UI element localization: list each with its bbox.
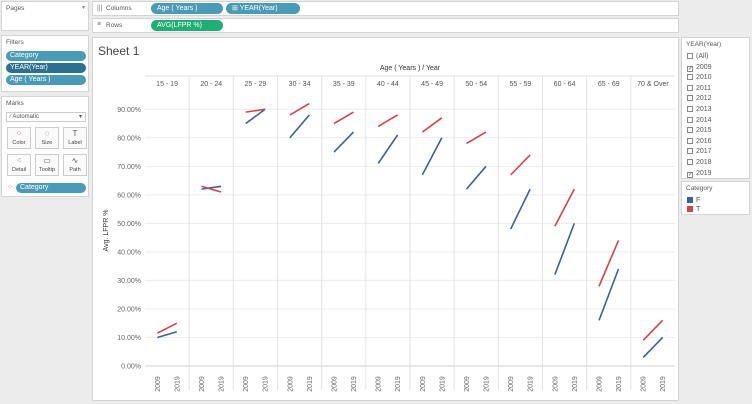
- marks-panel: Marks ∕ Automatic ▾ ⁘ Color ◌ Size T Label …: [1, 96, 89, 197]
- checkbox-icon[interactable]: [687, 84, 693, 91]
- mark-button-label: Tooltip: [39, 167, 55, 173]
- checkbox-icon[interactable]: [687, 106, 693, 112]
- year-filter-item-label: 2015: [696, 127, 712, 135]
- mark-button-size[interactable]: ◌ Size: [35, 127, 59, 149]
- legend-swatch: [687, 206, 693, 212]
- rows-icon: ≡: [97, 21, 102, 28]
- rows-shelf[interactable]: ≡ Rows: [92, 18, 679, 33]
- mark-button-label: Detail: [11, 167, 27, 173]
- year-filter-item-label: 2011: [696, 84, 712, 92]
- filters-panel: Filters Category YEAR(Year) Age ( Years …: [1, 35, 89, 92]
- year-filter-item-label: 2010: [696, 74, 712, 82]
- path-icon: ∿: [71, 156, 79, 165]
- checkbox-icon[interactable]: [687, 116, 693, 123]
- year-filter-item-label: (All): [696, 53, 709, 60]
- mark-button-tooltip[interactable]: ▭ Tooltip: [35, 154, 59, 176]
- mark-button-detail[interactable]: ⁖ Detail: [7, 154, 31, 176]
- year-filter-item[interactable]: 2016: [687, 137, 712, 145]
- mark-type-value: Automatic: [12, 114, 40, 120]
- legend-item[interactable]: T: [687, 206, 700, 213]
- year-filter-item[interactable]: 2013: [687, 106, 712, 113]
- color-icon: ⁘: [15, 129, 23, 138]
- filter-pill-category[interactable]: Category: [6, 51, 86, 61]
- rows-pill-lfpr[interactable]: AVG(LFPR %): [151, 20, 223, 31]
- mark-button-label: Path: [69, 167, 81, 173]
- year-filter-item[interactable]: 2018: [687, 159, 712, 166]
- mark-button-path[interactable]: ∿ Path: [63, 154, 87, 176]
- mark-type-select[interactable]: ∕ Automatic ▾: [6, 112, 86, 122]
- year-filter-item[interactable]: 2010: [687, 74, 712, 81]
- rows-label: Rows: [106, 22, 123, 29]
- pages-panel: Pages ▾: [1, 1, 89, 31]
- year-filter-item-label: 2014: [696, 116, 712, 124]
- filter-pill-age[interactable]: Age ( Years ): [6, 75, 86, 85]
- mark-button-color[interactable]: ⁘ Color: [7, 127, 31, 149]
- checkbox-icon[interactable]: [687, 95, 693, 102]
- marks-title: Marks: [6, 100, 24, 107]
- checkbox-icon[interactable]: [687, 74, 693, 81]
- year-filter-card: YEAR(Year) (All) ✓ 2009 2010 2011 2012 2013 201…: [681, 37, 750, 179]
- mark-button-label: Label: [68, 140, 82, 146]
- mark-button-label: Size: [41, 140, 53, 146]
- sheet-view: [92, 37, 679, 401]
- sheet-title: Sheet 1: [98, 44, 140, 58]
- year-filter-item[interactable]: 2015: [687, 127, 712, 134]
- legend-item-label: T: [696, 206, 701, 213]
- date-calendar-icon: ⊞: [232, 5, 240, 12]
- color-encoding-icon: ⁘: [7, 184, 13, 191]
- year-filter-item[interactable]: (All): [687, 53, 708, 60]
- mark-button-label[interactable]: T Label: [63, 127, 87, 149]
- year-filter-item[interactable]: ✓ 2019: [687, 170, 712, 178]
- year-filter-item-label: 2016: [696, 137, 712, 145]
- year-filter-item-label: 2009: [696, 63, 712, 71]
- detail-icon: ⁖: [16, 156, 22, 165]
- chevron-down-icon: ▾: [78, 114, 82, 120]
- size-icon: ◌: [44, 129, 50, 138]
- year-filter-item[interactable]: 2014: [687, 116, 712, 124]
- columns-pill-year-label: YEAR(Year): [239, 5, 278, 12]
- checkbox-icon[interactable]: [687, 148, 693, 155]
- columns-icon: |||: [97, 5, 103, 12]
- year-filter-item[interactable]: 2012: [687, 95, 712, 102]
- checkbox-icon[interactable]: [687, 137, 693, 144]
- line-mark-icon: ∕: [10, 114, 13, 120]
- pages-title: Pages: [6, 5, 25, 12]
- year-filter-item-label: 2013: [696, 106, 712, 113]
- columns-label: Columns: [106, 5, 132, 12]
- year-filter-item[interactable]: 2017: [687, 148, 712, 155]
- year-filter-item-label: 2018: [696, 159, 712, 166]
- columns-pill-age[interactable]: Age ( Years ): [151, 3, 223, 14]
- columns-pill-year[interactable]: ⊞ YEAR(Year): [226, 3, 300, 14]
- year-filter-item-label: 2019: [696, 169, 712, 177]
- year-filter-title: YEAR(Year): [686, 41, 722, 48]
- legend-item[interactable]: F: [687, 197, 700, 204]
- legend-swatch: [687, 197, 693, 203]
- checkbox-icon[interactable]: [687, 53, 693, 59]
- year-filter-item[interactable]: 2011: [687, 84, 712, 92]
- legend-item-label: F: [696, 197, 701, 204]
- filters-title: Filters: [6, 39, 24, 46]
- panel-menu-icon[interactable]: ▾: [81, 5, 85, 11]
- checkbox-icon[interactable]: [687, 127, 693, 134]
- marks-color-pill[interactable]: Category: [16, 183, 86, 193]
- checkbox-icon[interactable]: [687, 159, 693, 165]
- legend-title: Category: [686, 185, 713, 192]
- checkbox-checked-icon[interactable]: ✓: [687, 171, 694, 178]
- tooltip-icon: ▭: [43, 156, 51, 165]
- year-filter-item-label: 2017: [696, 148, 712, 156]
- label-icon: T: [72, 129, 78, 138]
- filter-pill-year[interactable]: YEAR(Year): [6, 63, 86, 73]
- year-filter-item[interactable]: ✓ 2009: [687, 64, 712, 72]
- checkbox-checked-icon[interactable]: ✓: [687, 65, 694, 72]
- mark-button-label: Color: [12, 140, 26, 146]
- year-filter-item-label: 2012: [696, 95, 712, 103]
